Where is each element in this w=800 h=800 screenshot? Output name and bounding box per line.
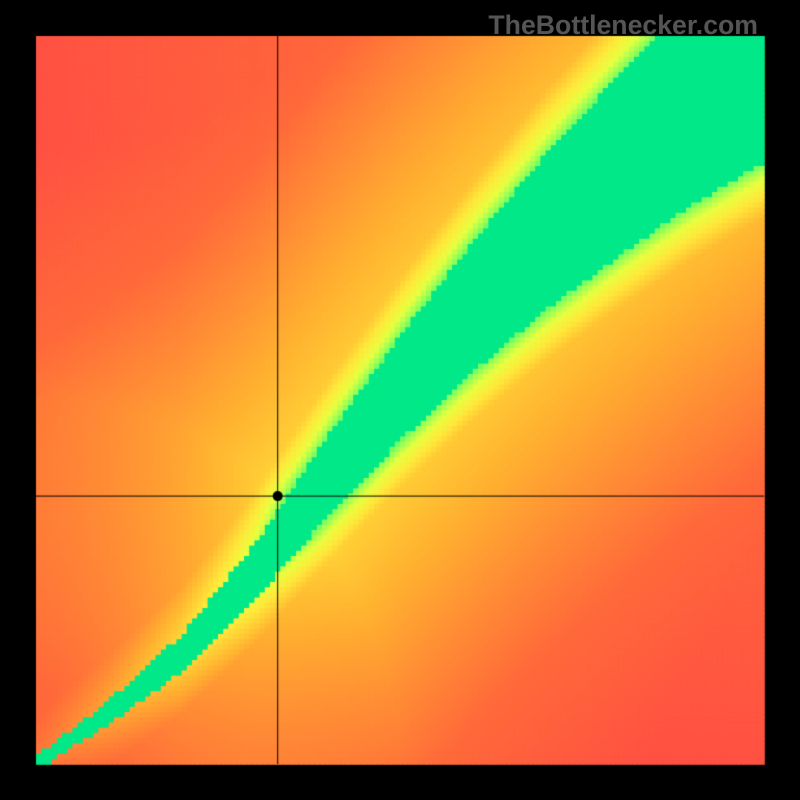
bottleneck-heatmap <box>0 0 800 800</box>
watermark-text: TheBottlenecker.com <box>488 10 758 41</box>
chart-container: TheBottlenecker.com <box>0 0 800 800</box>
